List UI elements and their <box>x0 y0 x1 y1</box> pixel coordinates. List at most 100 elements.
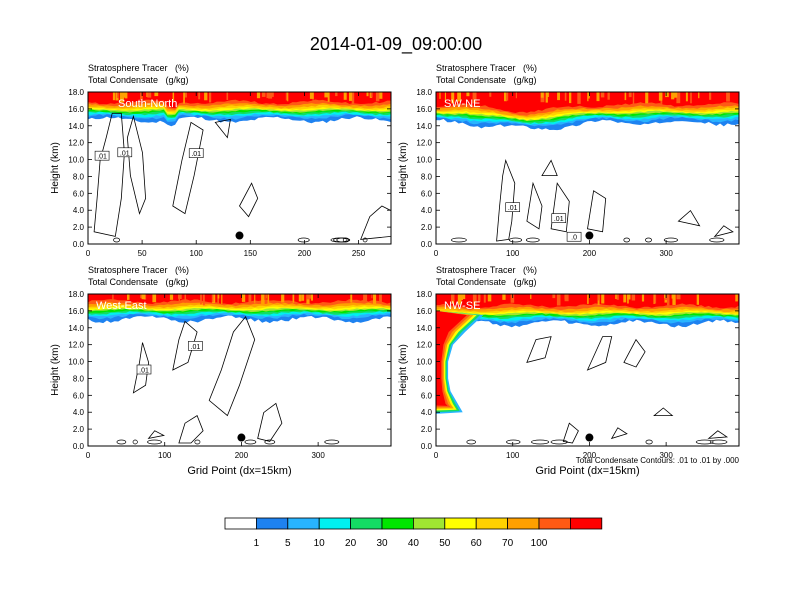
tracer-streak <box>335 92 338 97</box>
condensate-contour <box>172 121 204 215</box>
condensate-contour-small <box>324 439 340 445</box>
tracer-streak <box>202 294 205 306</box>
y-axis-label: Height (km) <box>50 142 61 194</box>
tracer-streak <box>546 92 549 97</box>
tracer-streak <box>375 92 380 102</box>
tracer-streak <box>371 294 373 299</box>
contour-label-box <box>188 341 203 351</box>
x-tick-label: 200 <box>583 451 597 460</box>
colorbar-legend: 1 5 10 20 30 40 50 60 70 100 <box>224 517 603 549</box>
y-tick-label: 2.0 <box>73 425 85 434</box>
y-tick-label: 0.0 <box>421 240 433 249</box>
x-tick-label: 300 <box>659 451 673 460</box>
field-label: Total Condensate (g/kg) <box>436 75 537 85</box>
tracer-streak <box>122 92 125 103</box>
tracer-streak <box>726 92 730 102</box>
condensate-contour <box>214 118 231 139</box>
tracer-streak <box>653 294 655 304</box>
tracer-streak <box>184 92 187 98</box>
contour-label-box <box>94 150 110 161</box>
colorbar-label: 20 <box>345 538 357 549</box>
panel-label: South-North <box>118 98 177 110</box>
condensate-contour-small <box>709 237 725 243</box>
y-tick-label: 18.0 <box>68 88 84 97</box>
panels-group: .01.01.01South-North0.02.04.06.08.010.01… <box>50 63 740 477</box>
tracer-streak <box>462 294 466 299</box>
tracer-streak <box>457 92 461 102</box>
y-tick-label: 8.0 <box>73 172 85 181</box>
tracer-streak <box>673 92 678 98</box>
tracer-streak <box>709 92 712 100</box>
tracer-streak <box>577 92 581 104</box>
panel-4: NW-SE 0.0 2.0 4.0 6.0 8.0 10.0 12.0 14.0 16.0 18.0… <box>398 265 740 477</box>
x-tick-label: 300 <box>659 249 673 258</box>
colorbar-label: 60 <box>471 538 483 549</box>
tracer-streak <box>169 294 174 300</box>
tracer-streak <box>596 92 600 102</box>
tracer-streak <box>266 92 269 99</box>
tracer-streak <box>217 294 220 299</box>
figure-title: 2014-01-09_09:00:00 <box>310 34 482 55</box>
tracer-streak <box>641 294 645 302</box>
condensate-contour <box>587 190 607 233</box>
y-tick-label: 14.0 <box>68 122 84 131</box>
tracer-streak <box>676 294 681 300</box>
condensate-contour <box>239 182 259 218</box>
tracer-streak <box>685 92 688 102</box>
tracer-streak <box>183 92 185 104</box>
tracer-streak <box>112 92 116 101</box>
condensate-contour <box>586 336 613 371</box>
plot-area <box>436 294 739 446</box>
tracer-streak <box>301 294 305 301</box>
colorbar-cell <box>538 517 571 530</box>
tracer-streak <box>698 92 700 99</box>
y-tick-label: 18.0 <box>68 290 84 299</box>
tracer-streak <box>451 294 453 304</box>
tracer-streak <box>472 92 477 104</box>
panel-label: SW-NE <box>444 98 480 110</box>
tracer-streak <box>478 294 481 302</box>
tracer-streak <box>221 294 223 304</box>
condensate-contour-small <box>132 439 138 445</box>
tracer-streak <box>287 92 289 102</box>
location-marker <box>235 231 244 240</box>
y-tick-label: 4.0 <box>73 408 85 417</box>
tracer-streak <box>184 294 186 303</box>
tracer-streak <box>564 92 567 101</box>
tracer-streak <box>564 294 569 302</box>
x-tick-label: 0 <box>86 451 91 460</box>
tracer-streak <box>690 92 692 104</box>
condensate-contour <box>713 225 734 238</box>
tracer-streak <box>545 92 548 103</box>
condensate-contour-small <box>508 237 523 243</box>
tracer-streak <box>672 294 676 305</box>
plot-frame <box>435 293 740 447</box>
plot-area: .01 .01 .0 <box>436 92 739 244</box>
condensate-contour-small <box>330 237 348 243</box>
tracer-streak <box>483 294 486 303</box>
tracer-streak <box>632 92 635 104</box>
tracer-streak <box>268 92 273 99</box>
y-tick-label: 8.0 <box>421 172 433 181</box>
colorbar-label: 100 <box>531 538 548 549</box>
y-tick-label: 4.0 <box>73 206 85 215</box>
condensate-contour <box>526 336 552 363</box>
tracer-streak <box>696 294 699 305</box>
condensate-contour-small <box>297 237 310 243</box>
contour-label-box <box>551 213 567 223</box>
tracer-layer <box>88 92 391 109</box>
condensate-contour <box>623 338 646 368</box>
condensate-contour <box>126 114 147 215</box>
tracer-streak <box>306 294 310 300</box>
condensate-contour-small <box>342 237 349 243</box>
colorbar-label: 40 <box>408 538 420 549</box>
tracer-streak <box>379 294 382 303</box>
x-tick-label: 100 <box>506 451 520 460</box>
contour-footnote: Total Condensate Contours: .01 to .01 by… <box>576 456 740 465</box>
location-marker <box>237 433 246 442</box>
condensate-contour <box>178 415 204 444</box>
x-tick-label: 100 <box>190 249 204 258</box>
contour-label-box <box>136 364 152 375</box>
contour-label: .01 <box>120 150 130 157</box>
tracer-streak <box>261 294 265 306</box>
